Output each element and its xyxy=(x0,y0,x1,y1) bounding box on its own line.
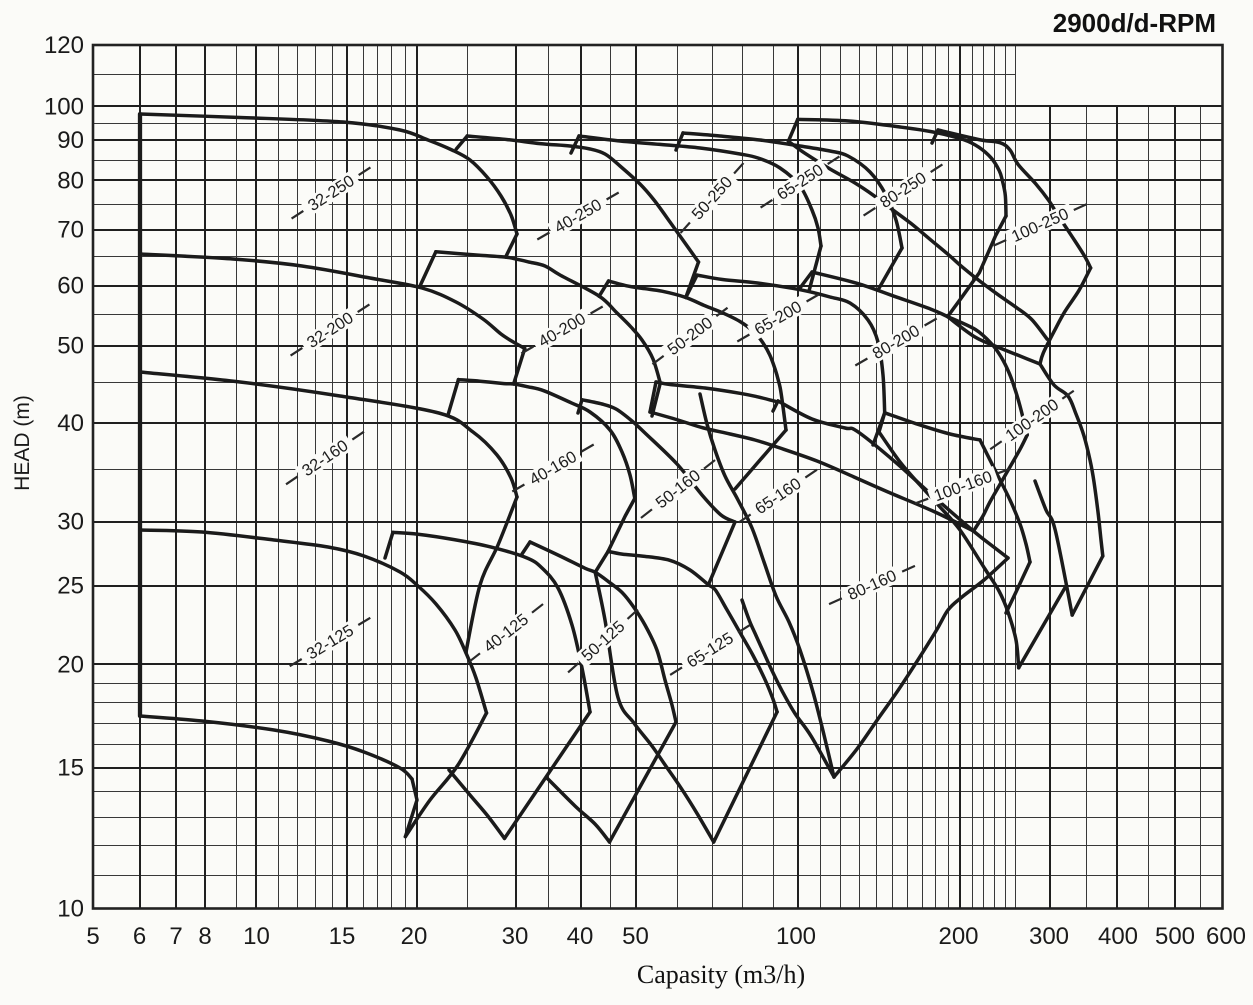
svg-text:600: 600 xyxy=(1206,923,1246,950)
svg-text:300: 300 xyxy=(1029,923,1069,950)
svg-text:400: 400 xyxy=(1098,923,1138,950)
svg-text:15: 15 xyxy=(329,923,356,950)
svg-text:2900d/d-RPM: 2900d/d-RPM xyxy=(1053,8,1216,38)
svg-text:40: 40 xyxy=(57,410,84,437)
svg-text:25: 25 xyxy=(57,573,84,600)
svg-text:500: 500 xyxy=(1155,923,1195,950)
svg-text:30: 30 xyxy=(502,923,529,950)
svg-text:120: 120 xyxy=(44,32,84,59)
svg-text:6: 6 xyxy=(133,923,146,950)
svg-text:8: 8 xyxy=(198,923,211,950)
svg-text:70: 70 xyxy=(57,217,84,244)
svg-text:10: 10 xyxy=(243,923,270,950)
svg-text:7: 7 xyxy=(169,923,182,950)
svg-text:80: 80 xyxy=(57,168,84,195)
svg-text:50: 50 xyxy=(622,923,649,950)
svg-text:100: 100 xyxy=(776,923,816,950)
svg-text:40: 40 xyxy=(567,923,594,950)
svg-text:Capasity (m3/h): Capasity (m3/h) xyxy=(637,960,805,989)
svg-text:90: 90 xyxy=(57,127,84,154)
svg-text:200: 200 xyxy=(938,923,978,950)
svg-text:10: 10 xyxy=(57,896,84,923)
svg-text:15: 15 xyxy=(57,755,84,782)
svg-text:20: 20 xyxy=(401,923,428,950)
svg-text:50: 50 xyxy=(57,333,84,360)
svg-text:60: 60 xyxy=(57,273,84,300)
svg-text:100: 100 xyxy=(44,94,84,121)
svg-text:5: 5 xyxy=(86,923,99,950)
svg-text:30: 30 xyxy=(57,509,84,536)
svg-text:20: 20 xyxy=(57,652,84,679)
svg-text:HEAD (m): HEAD (m) xyxy=(11,395,34,491)
